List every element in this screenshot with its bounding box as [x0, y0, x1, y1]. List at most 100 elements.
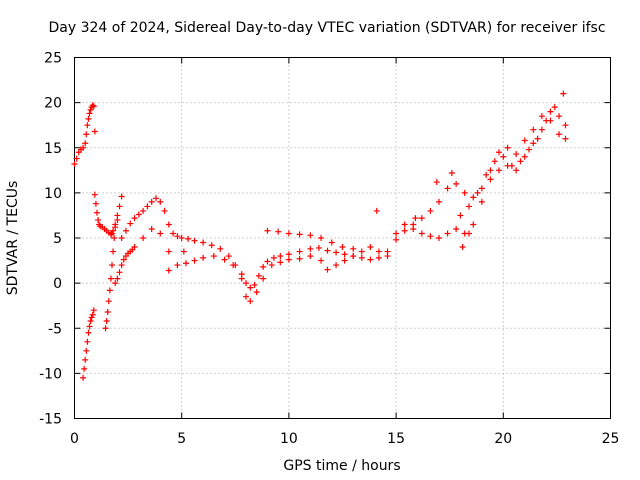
data-point	[251, 281, 258, 288]
data-point	[296, 231, 303, 238]
data-point	[478, 185, 485, 192]
data-point	[182, 260, 189, 267]
data-point	[170, 230, 177, 237]
grid-layer	[74, 57, 611, 419]
data-point	[410, 225, 417, 232]
data-point	[465, 203, 472, 210]
series-main-lower	[131, 117, 569, 305]
data-point	[116, 269, 123, 276]
data-point	[131, 215, 138, 222]
data-point	[165, 267, 172, 274]
data-point	[114, 275, 121, 282]
data-point	[459, 244, 466, 251]
data-point	[401, 221, 408, 228]
data-point	[91, 191, 98, 198]
data-point	[358, 248, 365, 255]
data-point	[444, 185, 451, 192]
data-point	[517, 158, 524, 165]
data-point	[465, 230, 472, 237]
data-point	[513, 167, 520, 174]
y-tick-label: 5	[53, 231, 62, 247]
data-point	[333, 249, 340, 256]
data-point	[73, 155, 80, 162]
data-point	[102, 325, 109, 332]
data-point	[106, 287, 113, 294]
data-point	[277, 253, 284, 260]
data-point	[81, 365, 88, 372]
data-point	[328, 239, 335, 246]
data-point	[341, 251, 348, 258]
data-point	[118, 262, 125, 269]
data-point	[547, 108, 554, 115]
data-point	[461, 189, 468, 196]
data-point	[110, 227, 117, 234]
x-tick-label: 15	[387, 431, 405, 447]
data-point	[534, 135, 541, 142]
data-point	[562, 135, 569, 142]
data-point	[225, 253, 232, 260]
data-point	[253, 289, 260, 296]
data-point	[453, 225, 460, 232]
data-point	[393, 236, 400, 243]
data-point	[487, 176, 494, 183]
data-point	[191, 237, 198, 244]
data-point	[200, 254, 207, 261]
data-point	[90, 103, 97, 110]
data-point	[87, 106, 94, 113]
data-point	[165, 248, 172, 255]
data-point	[95, 216, 102, 223]
data-point	[122, 227, 129, 234]
data-point	[491, 158, 498, 165]
data-point	[375, 248, 382, 255]
data-point	[333, 262, 340, 269]
data-point	[318, 257, 325, 264]
y-tick-label: -5	[48, 321, 62, 337]
data-point	[86, 323, 93, 330]
data-point	[268, 262, 275, 269]
data-point	[89, 102, 96, 109]
data-point	[556, 131, 563, 138]
data-point	[296, 255, 303, 262]
y-tick-label: 20	[44, 96, 62, 112]
y-tick-label: 10	[44, 186, 62, 202]
data-point	[112, 224, 119, 231]
data-point	[148, 225, 155, 232]
x-tick-label: 0	[70, 431, 79, 447]
data-point	[435, 198, 442, 205]
data-point	[367, 244, 374, 251]
data-point	[433, 179, 440, 186]
data-point	[341, 257, 348, 264]
data-point	[84, 122, 91, 129]
x-axis-label: GPS time / hours	[283, 458, 400, 474]
data-point	[178, 235, 185, 241]
data-point	[483, 171, 490, 178]
data-point	[157, 230, 164, 237]
data-point	[448, 170, 455, 177]
data-point	[418, 215, 425, 222]
data-point	[135, 211, 142, 218]
data-point	[264, 258, 271, 265]
data-point	[496, 167, 503, 174]
data-point	[504, 144, 511, 151]
data-point	[217, 245, 224, 252]
data-point	[208, 242, 215, 249]
data-point	[367, 256, 374, 263]
series-outliers	[165, 170, 472, 274]
data-point	[373, 207, 380, 214]
data-point	[324, 266, 331, 273]
data-point	[84, 338, 91, 345]
data-point	[157, 198, 164, 205]
data-point	[80, 144, 87, 151]
data-point	[110, 248, 117, 255]
data-point	[500, 153, 507, 160]
y-tick-label: 15	[44, 141, 62, 157]
data-point	[538, 126, 545, 133]
data-point	[221, 256, 228, 263]
data-point	[427, 207, 434, 214]
data-point	[107, 231, 114, 238]
data-point	[487, 167, 494, 174]
series-jump	[91, 191, 125, 238]
data-point	[82, 140, 89, 147]
data-point	[83, 131, 90, 138]
data-point	[384, 253, 391, 260]
